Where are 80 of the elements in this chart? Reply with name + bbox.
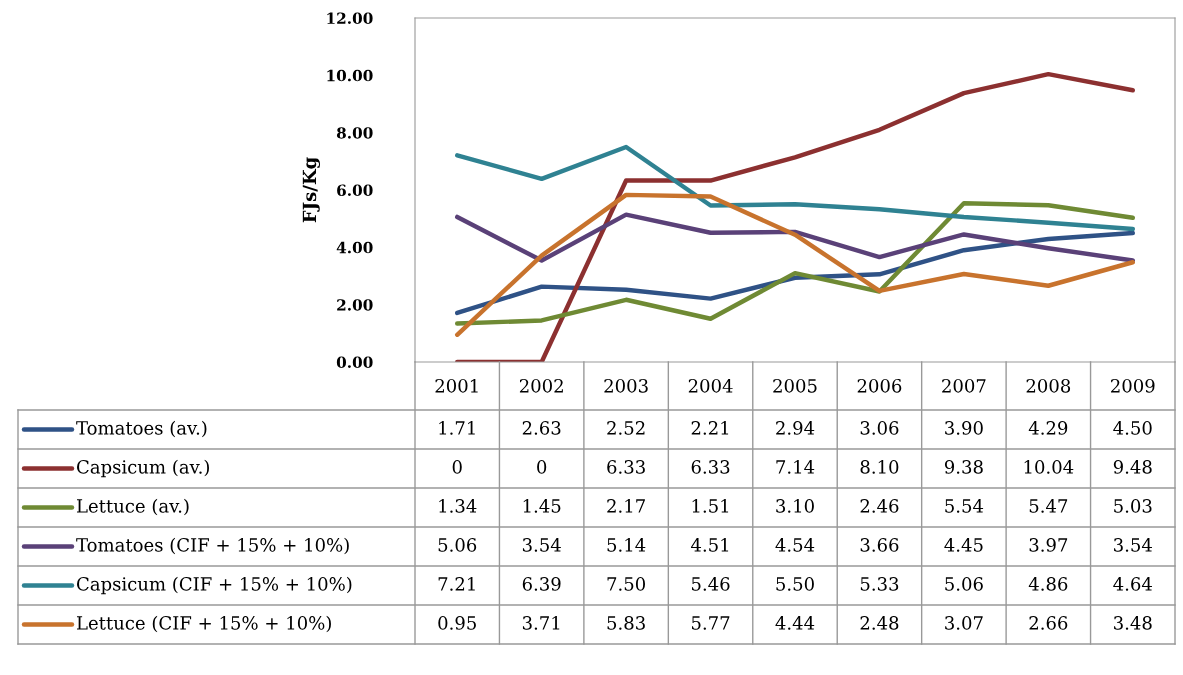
data-label: 5.33: [860, 577, 899, 591]
data-label: 3.10: [776, 499, 814, 513]
data-label: 0: [452, 460, 462, 474]
x-tick-label: 2006: [857, 378, 902, 393]
data-label: 5.77: [691, 616, 730, 630]
data-label: 5.06: [438, 538, 477, 552]
y-tick-label: 6.00: [337, 184, 373, 197]
x-tick-label: 2001: [435, 378, 478, 393]
data-label: 5.14: [607, 538, 646, 552]
data-label: 0.95: [438, 616, 476, 630]
x-tick-label: 2003: [604, 378, 648, 393]
y-axis-title: FJs/Kg: [302, 157, 320, 223]
x-tick-label: 2007: [942, 378, 986, 393]
x-tick-label: 2009: [1111, 378, 1155, 393]
data-label: 2.94: [776, 421, 815, 435]
data-label: 2.48: [860, 616, 899, 630]
y-tick-label: 0.00: [336, 356, 373, 369]
data-label: 1.71: [439, 421, 475, 435]
legend-label: Capsicum (av.): [77, 459, 209, 478]
data-label: 2.17: [607, 499, 645, 513]
data-label: 4.44: [775, 616, 815, 630]
data-label: 4.29: [1028, 421, 1068, 435]
line-series: [455, 71, 1135, 362]
x-tick-label: 2005: [773, 378, 817, 393]
y-tick-label: 12.00: [327, 12, 373, 25]
data-label: 7.21: [438, 577, 475, 591]
data-label: 5.54: [945, 499, 984, 513]
data-label: 5.47: [1029, 499, 1068, 513]
data-label: 0: [537, 460, 547, 474]
data-label: 3.71: [522, 616, 560, 630]
data-label: 4.64: [1113, 577, 1152, 591]
data-label: 7.50: [607, 577, 646, 591]
y-tick-label: 10.00: [327, 69, 373, 82]
data-label: 3.90: [945, 421, 983, 435]
data-label: 5.03: [1114, 499, 1152, 513]
data-label: 8.10: [860, 460, 899, 474]
data-label: 3.97: [1029, 538, 1068, 552]
data-label: 9.38: [944, 460, 983, 474]
y-tick-label: 4.00: [336, 241, 373, 254]
data-label: 5.50: [776, 577, 814, 591]
data-label: 10.04: [1024, 460, 1074, 474]
data-label: 5.46: [691, 577, 730, 591]
legend-label: Capsicum (CIF + 15% + 10%): [77, 576, 352, 595]
x-tick-label: 2004: [688, 378, 733, 393]
legend-label: Tomatoes (av.): [76, 420, 207, 438]
data-label: 5.06: [945, 577, 983, 591]
data-label: 2.46: [860, 499, 899, 513]
data-label: 6.33: [691, 460, 730, 474]
legend-label: Tomatoes (CIF + 15% + 10%): [76, 537, 349, 555]
legend-label: Lettuce (CIF + 15% + 10%): [77, 615, 331, 633]
line-series: [455, 212, 1135, 263]
data-label: 4.50: [1113, 421, 1152, 435]
data-label: 2.63: [522, 421, 561, 435]
data-label: 4.86: [1028, 577, 1068, 591]
data-label: 3.54: [1114, 538, 1152, 552]
data-label: 3.48: [1114, 616, 1152, 630]
data-label: 2.21: [691, 421, 729, 435]
data-label: 3.54: [522, 538, 561, 552]
data-label: 7.14: [776, 460, 815, 474]
data-label: 9.48: [1113, 460, 1152, 474]
data-label: 2.66: [1029, 616, 1068, 630]
data-label: 2.52: [607, 421, 645, 435]
data-label: 3.06: [860, 421, 899, 435]
data-label: 6.33: [607, 460, 645, 474]
x-tick-label: 2008: [1026, 378, 1071, 393]
line-series: [455, 144, 1135, 232]
data-label: 1.45: [523, 499, 561, 513]
data-label: 4.54: [775, 538, 815, 552]
y-tick-label: 8.00: [336, 127, 373, 139]
data-label: 4.51: [691, 538, 729, 552]
data-label: 4.45: [944, 538, 983, 552]
data-label: 3.07: [945, 616, 983, 630]
data-label: 1.51: [692, 499, 729, 513]
y-tick-label: 2.00: [337, 299, 373, 311]
x-tick-label: 2002: [519, 378, 563, 393]
data-label: 3.66: [860, 538, 899, 552]
data-label: 1.34: [439, 499, 477, 513]
data-label: 6.39: [522, 577, 561, 591]
data-label: 5.83: [607, 616, 645, 630]
legend-label: Lettuce (av.): [77, 498, 189, 516]
